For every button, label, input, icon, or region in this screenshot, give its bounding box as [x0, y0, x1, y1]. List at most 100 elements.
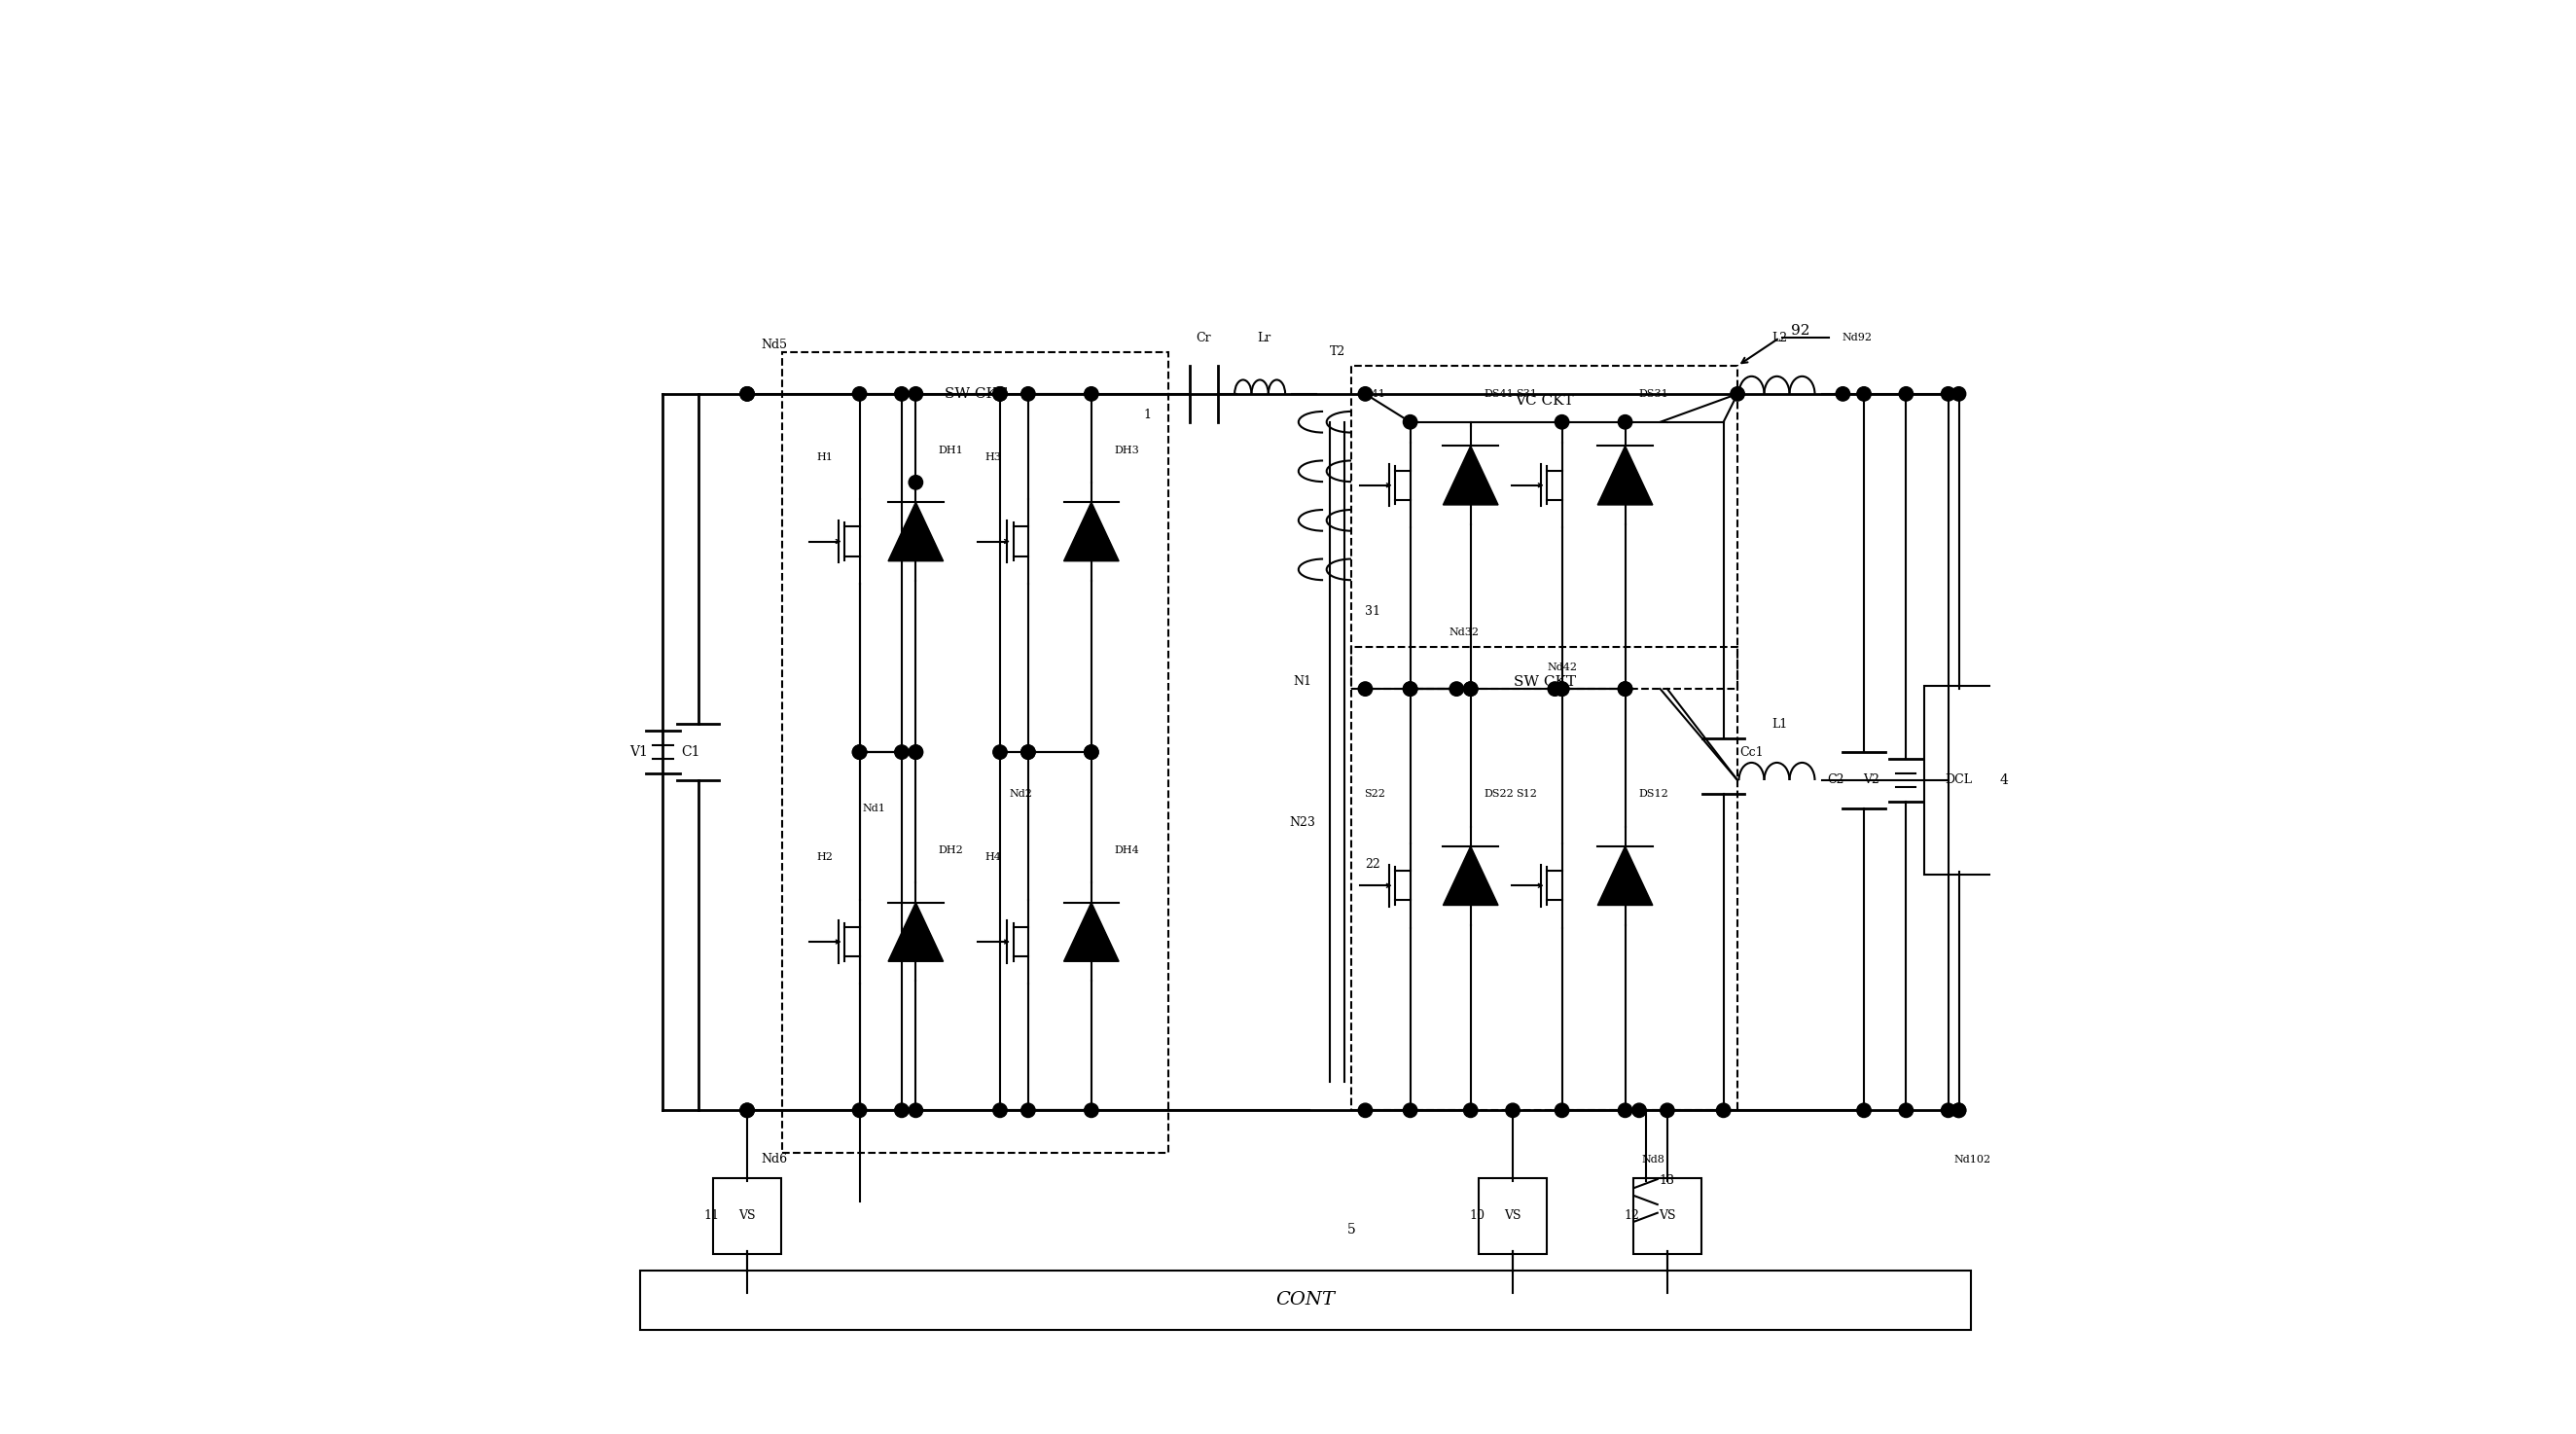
- Circle shape: [1899, 387, 1914, 402]
- Circle shape: [1716, 1103, 1731, 1117]
- Circle shape: [992, 387, 1007, 402]
- Text: T2: T2: [1329, 346, 1345, 358]
- Text: N23: N23: [1288, 816, 1316, 829]
- Circle shape: [894, 746, 909, 759]
- Circle shape: [1618, 414, 1633, 429]
- Circle shape: [909, 746, 922, 759]
- Text: DH2: DH2: [938, 846, 963, 855]
- Circle shape: [1358, 387, 1373, 402]
- Circle shape: [1020, 746, 1036, 759]
- Text: Nd6: Nd6: [762, 1153, 788, 1166]
- Text: Nd102: Nd102: [1955, 1154, 1991, 1164]
- Circle shape: [739, 1103, 755, 1117]
- Text: 10: 10: [1468, 1209, 1484, 1222]
- FancyBboxPatch shape: [1924, 685, 1994, 875]
- Circle shape: [853, 746, 866, 759]
- Text: DCL: DCL: [1945, 774, 1973, 786]
- Text: N1: N1: [1293, 675, 1311, 688]
- Text: CONT: CONT: [1275, 1291, 1334, 1309]
- Circle shape: [909, 746, 922, 759]
- Circle shape: [1463, 1103, 1479, 1117]
- Circle shape: [1020, 1103, 1036, 1117]
- Text: Nd32: Nd32: [1448, 628, 1479, 638]
- Text: DS31: DS31: [1638, 389, 1669, 399]
- Circle shape: [894, 1103, 909, 1117]
- Circle shape: [1618, 683, 1633, 695]
- Circle shape: [1404, 414, 1417, 429]
- Circle shape: [1731, 387, 1744, 402]
- Circle shape: [1084, 746, 1097, 759]
- Text: S41: S41: [1365, 389, 1386, 399]
- Text: DH1: DH1: [938, 445, 963, 455]
- Text: Nd2: Nd2: [1010, 789, 1033, 799]
- Text: H1: H1: [817, 452, 832, 462]
- Circle shape: [1942, 387, 1955, 402]
- Circle shape: [909, 476, 922, 489]
- Circle shape: [1556, 683, 1569, 695]
- Circle shape: [853, 1103, 866, 1117]
- Circle shape: [1857, 387, 1870, 402]
- Text: S12: S12: [1517, 789, 1538, 799]
- Text: H4: H4: [984, 853, 1002, 862]
- Polygon shape: [1597, 846, 1654, 905]
- Text: Nd42: Nd42: [1546, 663, 1577, 673]
- FancyBboxPatch shape: [1633, 1177, 1703, 1253]
- Circle shape: [909, 387, 922, 402]
- Circle shape: [1857, 1103, 1870, 1117]
- Polygon shape: [1064, 502, 1118, 561]
- Text: 11: 11: [703, 1209, 719, 1222]
- Polygon shape: [889, 902, 943, 961]
- Circle shape: [1899, 1103, 1914, 1117]
- Text: DS22: DS22: [1484, 789, 1515, 799]
- Circle shape: [1020, 387, 1036, 402]
- Text: V2: V2: [1862, 774, 1878, 786]
- Circle shape: [1548, 683, 1561, 695]
- Text: 22: 22: [1365, 858, 1381, 870]
- Circle shape: [1404, 683, 1417, 695]
- Text: S31: S31: [1517, 389, 1538, 399]
- Text: DS41: DS41: [1484, 389, 1515, 399]
- Polygon shape: [1597, 446, 1654, 505]
- Circle shape: [992, 746, 1007, 759]
- Text: VC CKT: VC CKT: [1515, 394, 1574, 407]
- Circle shape: [1618, 683, 1633, 695]
- Text: Nd92: Nd92: [1842, 333, 1873, 343]
- Text: 12: 12: [1623, 1209, 1638, 1222]
- Text: 4: 4: [1999, 773, 2009, 787]
- Circle shape: [1358, 683, 1373, 695]
- Circle shape: [1556, 414, 1569, 429]
- Text: DS12: DS12: [1638, 789, 1669, 799]
- Text: L1: L1: [1772, 717, 1788, 730]
- Circle shape: [1507, 1103, 1520, 1117]
- Text: Nd1: Nd1: [863, 803, 886, 813]
- Circle shape: [1084, 387, 1097, 402]
- Text: Cc1: Cc1: [1739, 746, 1765, 759]
- Circle shape: [1358, 1103, 1373, 1117]
- Circle shape: [1618, 1103, 1633, 1117]
- Text: SW CKT: SW CKT: [1512, 675, 1577, 688]
- Circle shape: [1942, 773, 1955, 787]
- Text: 92: 92: [1790, 324, 1811, 337]
- Circle shape: [992, 1103, 1007, 1117]
- Circle shape: [992, 387, 1007, 402]
- Text: Lr: Lr: [1257, 331, 1270, 344]
- Circle shape: [1942, 1103, 1955, 1117]
- Text: VS: VS: [1504, 1209, 1522, 1222]
- Circle shape: [739, 387, 755, 402]
- Circle shape: [1084, 746, 1097, 759]
- Circle shape: [739, 387, 755, 402]
- Text: 1: 1: [1144, 409, 1151, 422]
- Text: 13: 13: [1659, 1174, 1674, 1187]
- Circle shape: [1556, 1103, 1569, 1117]
- Circle shape: [853, 387, 866, 402]
- Text: VS: VS: [1659, 1209, 1677, 1222]
- Circle shape: [1837, 387, 1850, 402]
- Circle shape: [1953, 387, 1965, 402]
- Text: Nd8: Nd8: [1641, 1154, 1664, 1164]
- FancyBboxPatch shape: [641, 1271, 1971, 1329]
- Polygon shape: [1443, 846, 1499, 905]
- FancyBboxPatch shape: [714, 1177, 781, 1253]
- Text: S22: S22: [1365, 789, 1386, 799]
- Text: 5: 5: [1347, 1223, 1355, 1236]
- Polygon shape: [1443, 446, 1499, 505]
